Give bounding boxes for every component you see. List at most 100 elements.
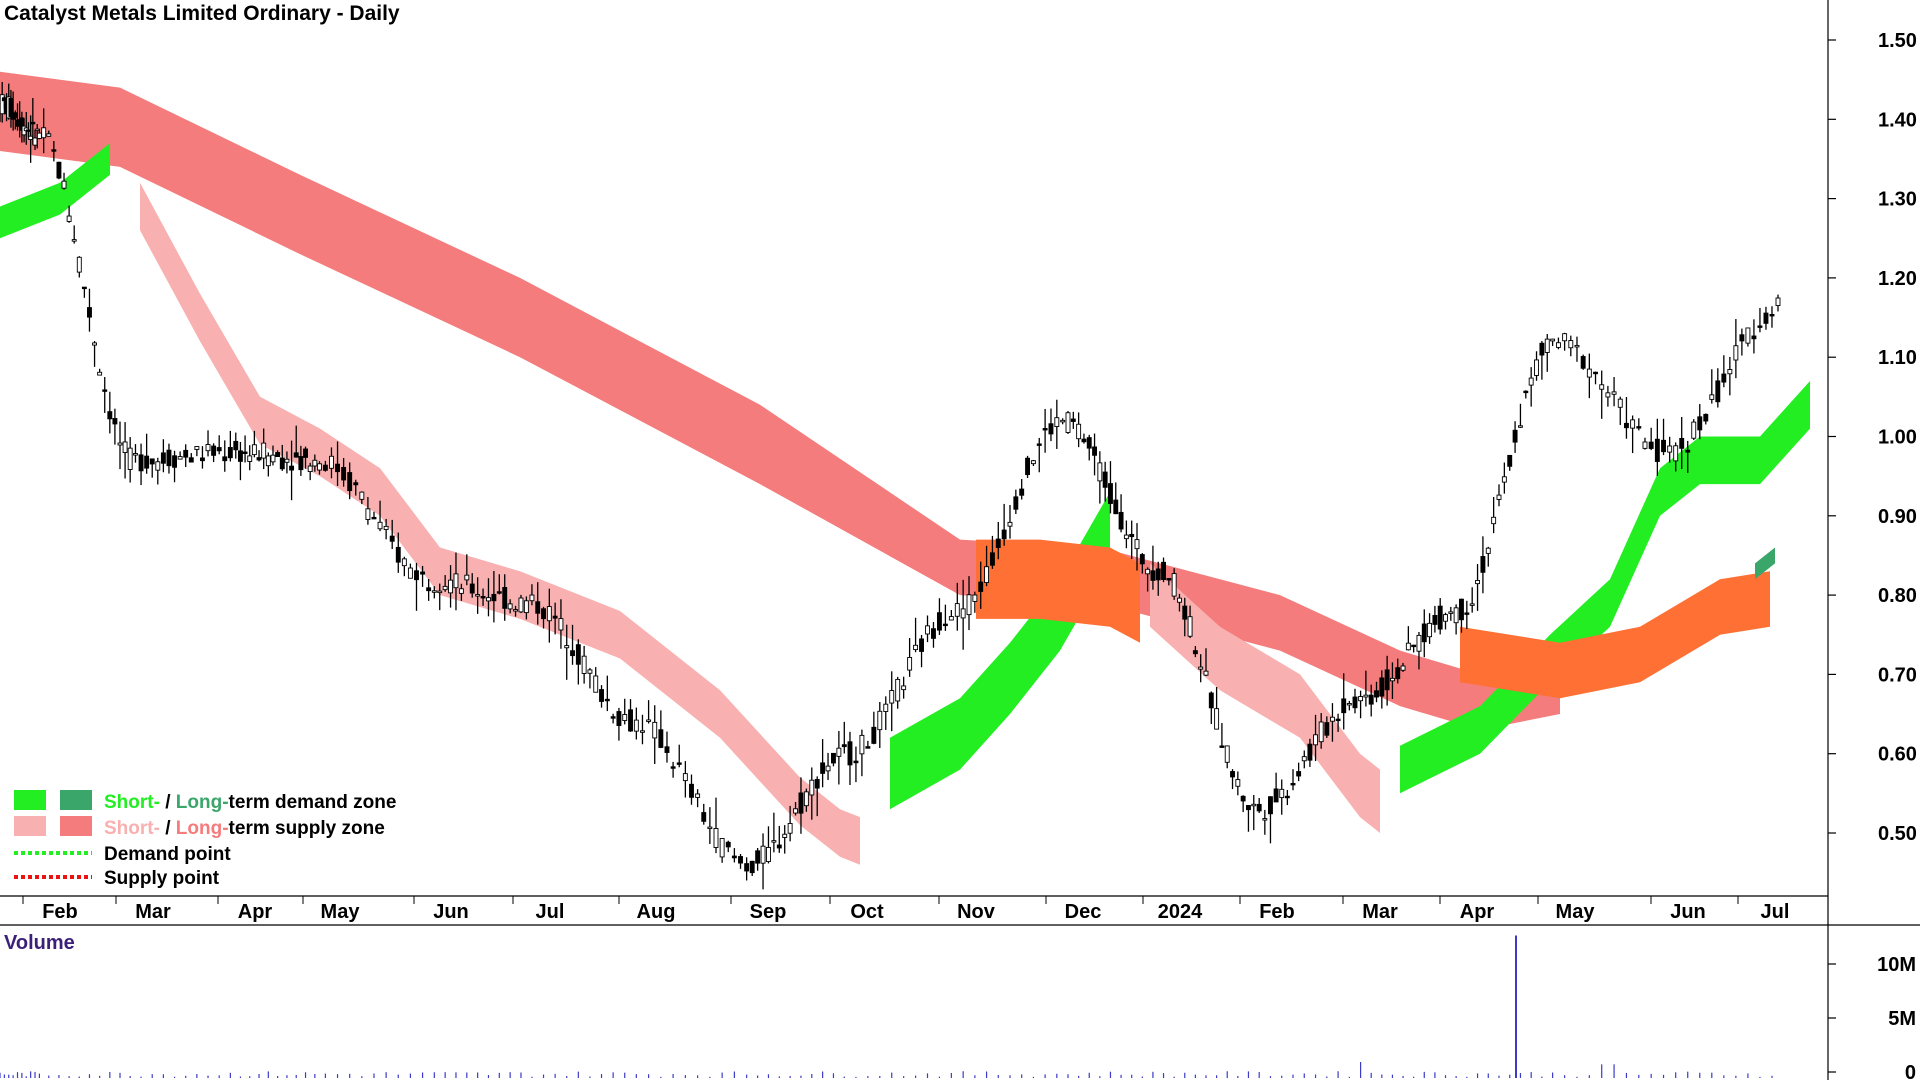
candle-body xyxy=(1118,511,1124,530)
candle-body xyxy=(365,508,371,520)
candle-body xyxy=(102,389,108,392)
candle-body xyxy=(936,612,942,631)
candle-body xyxy=(507,603,513,610)
candle-body xyxy=(1262,818,1268,821)
candle-body xyxy=(1400,665,1406,671)
candle-body xyxy=(919,638,924,652)
candle-body xyxy=(633,719,639,732)
candle-body xyxy=(836,747,842,757)
candle-body xyxy=(1395,667,1401,680)
candle-body xyxy=(853,760,859,764)
candle-body xyxy=(1113,499,1119,515)
candle-body xyxy=(420,571,426,575)
candle-body xyxy=(1775,297,1781,307)
candle-body xyxy=(948,616,954,621)
candle-body xyxy=(395,546,401,563)
candle-body xyxy=(251,444,257,456)
candle-body xyxy=(640,730,645,733)
candle-body xyxy=(284,458,290,463)
y-tick-label: 0.50 xyxy=(1878,823,1917,845)
candle-body xyxy=(1673,445,1679,462)
candle-body xyxy=(989,552,995,566)
candle-body xyxy=(1187,616,1193,637)
x-tick-label: Mar xyxy=(1362,901,1398,923)
candle-body xyxy=(831,752,836,764)
candle-body xyxy=(1273,788,1279,803)
candle-body xyxy=(1318,721,1324,743)
candle-body xyxy=(658,729,664,748)
candle-body xyxy=(646,719,652,722)
candle-body xyxy=(1464,612,1470,615)
candle-body xyxy=(496,591,502,594)
candle-body xyxy=(1123,534,1129,540)
candle-body xyxy=(1048,423,1054,435)
candle-body xyxy=(172,455,177,468)
candle-body xyxy=(329,455,334,469)
candle-body xyxy=(117,442,123,446)
candle-body xyxy=(581,655,587,674)
candle-body xyxy=(453,573,459,589)
candle-body xyxy=(1070,418,1076,422)
candle-body xyxy=(261,442,267,459)
candle-body xyxy=(1335,718,1341,722)
candle-body xyxy=(1501,476,1507,483)
candle-body xyxy=(1256,803,1262,812)
candle-body xyxy=(883,703,889,712)
candle-body xyxy=(1155,568,1161,581)
legend-demand-zone: Short- / Long-term demand zone xyxy=(104,792,396,813)
candle-body xyxy=(353,482,359,486)
candle-body xyxy=(1593,371,1598,375)
x-tick-label: Jun xyxy=(433,901,469,923)
x-tick-label: Feb xyxy=(1259,901,1295,923)
candle-body xyxy=(1432,615,1438,625)
candle-body xyxy=(426,587,432,592)
candle-body xyxy=(1358,696,1364,702)
candle-body xyxy=(76,256,82,273)
candle-body xyxy=(1691,421,1697,439)
candle-body xyxy=(247,455,253,462)
candle-body xyxy=(604,698,610,702)
candle-body xyxy=(1030,460,1036,465)
candle-body xyxy=(1757,325,1763,328)
legend-supply-point: Supply point xyxy=(104,868,220,889)
candle-body xyxy=(1329,716,1335,722)
candle-body xyxy=(1507,454,1513,467)
candle-body xyxy=(766,846,771,863)
candle-body xyxy=(1523,390,1529,394)
candle-body xyxy=(133,453,138,456)
candle-body xyxy=(564,645,570,649)
candle-body xyxy=(1623,422,1629,429)
x-tick-label: Feb xyxy=(42,901,78,923)
legend-supply-zone: Short- / Long-term supply zone xyxy=(104,818,385,839)
candle-body xyxy=(755,850,761,864)
candle-body xyxy=(188,457,194,463)
candle-body xyxy=(166,449,172,467)
candle-body xyxy=(1025,457,1031,476)
candle-body xyxy=(237,450,243,462)
zone-bands xyxy=(0,71,1810,865)
candle-body xyxy=(1568,340,1574,349)
candle-body xyxy=(87,307,92,318)
candle-body xyxy=(701,812,707,822)
y-tick-label: 1.00 xyxy=(1878,427,1917,449)
candle-body xyxy=(599,689,604,702)
candle-body xyxy=(431,590,437,593)
candle-body xyxy=(1240,795,1246,802)
candle-body xyxy=(407,567,413,579)
legend-long-demand-swatch xyxy=(60,790,92,810)
candle-body xyxy=(51,149,57,152)
candle-body xyxy=(760,845,766,864)
candle-body xyxy=(793,808,798,814)
candle-body xyxy=(1171,573,1177,597)
candle-body xyxy=(1562,333,1568,342)
candle-body xyxy=(155,461,161,471)
y-tick-label: 1.50 xyxy=(1878,30,1917,52)
candle-body xyxy=(1389,677,1395,682)
candle-body xyxy=(1528,377,1534,386)
short-term-demand-zone xyxy=(0,143,110,239)
candle-body xyxy=(1611,391,1617,395)
x-tick-label: May xyxy=(321,901,361,923)
candle-body xyxy=(30,121,36,125)
candle-body xyxy=(1550,338,1556,342)
candle-body xyxy=(1007,521,1013,527)
